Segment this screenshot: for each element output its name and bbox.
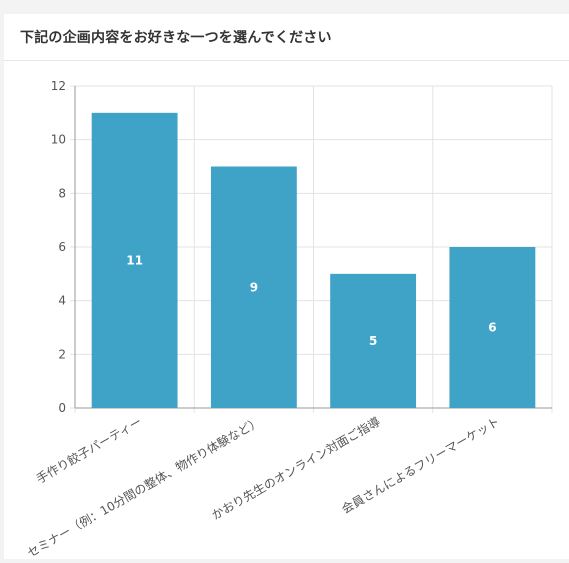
bar	[449, 247, 536, 408]
y-tick-label: 6	[58, 240, 66, 254]
bar	[210, 166, 297, 408]
y-tick-label: 12	[51, 79, 66, 93]
card-header: 下記の企画内容をお好きな一つを選んでください	[4, 14, 569, 61]
y-tick-label: 2	[58, 347, 66, 361]
y-tick-label: 8	[58, 186, 66, 200]
bar-value-label: 11	[126, 253, 143, 267]
card-title: 下記の企画内容をお好きな一つを選んでください	[20, 30, 332, 46]
y-tick-label: 4	[58, 294, 66, 308]
bar	[330, 273, 417, 408]
bar	[91, 112, 178, 409]
bar-value-label: 5	[369, 334, 377, 348]
x-tick-label: 手作り餃子パーティー	[33, 414, 144, 487]
bar-value-label: 9	[250, 280, 258, 294]
bar-chart: 0 2 4 6 8 10 12 11 手作り餃子パーティー 9 セミナー（例：10分間の整体、物作り…	[24, 79, 553, 560]
poll-results-card: 下記の企画内容をお好きな一つを選んでください 0 2 4 6 8 10 12 11 手作り餃子パ…	[4, 14, 569, 560]
bar-value-label: 6	[488, 321, 496, 335]
y-tick-label: 10	[51, 133, 66, 147]
y-tick-label: 0	[58, 401, 66, 415]
x-tick-label: セミナー（例：10分間の整体、物作り体験など）	[24, 414, 263, 559]
chart-area: 0 2 4 6 8 10 12 11 手作り餃子パーティー 9 セミナー（例：10分間の整体、物作り…	[4, 61, 569, 560]
